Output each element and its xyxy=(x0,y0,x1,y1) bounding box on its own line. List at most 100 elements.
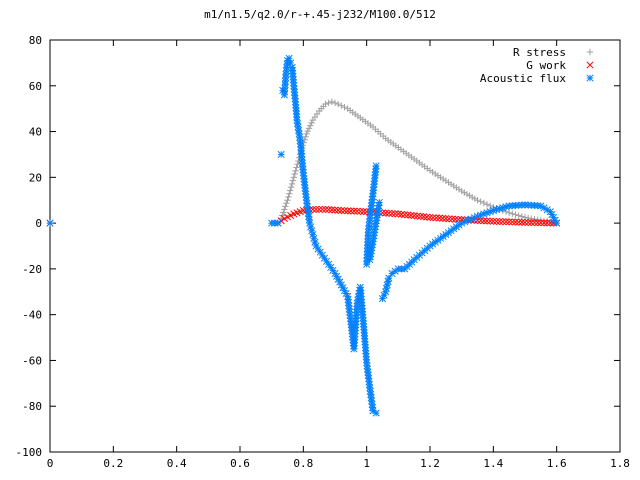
data-point xyxy=(509,210,516,217)
data-point xyxy=(334,100,342,108)
data-point xyxy=(375,198,383,207)
y-tick-label: 60 xyxy=(29,80,42,93)
data-point xyxy=(325,99,332,107)
data-point xyxy=(353,207,361,215)
data-point xyxy=(469,193,476,201)
data-point xyxy=(292,167,299,174)
data-point xyxy=(364,228,372,236)
data-point xyxy=(325,206,333,214)
data-point xyxy=(511,218,520,226)
axes: 0 0.2 0.4 0.6 0.8 1 1.2 1.4 1.6 1.8 80 60 40 20 0 -20 -4… xyxy=(16,34,630,470)
data-point xyxy=(289,177,297,184)
data-point xyxy=(505,218,513,226)
series-layer xyxy=(46,54,561,417)
data-point xyxy=(394,210,402,218)
data-point xyxy=(448,215,456,223)
data-point xyxy=(369,235,377,243)
y-tick-label: -40 xyxy=(22,309,42,322)
data-point xyxy=(279,212,286,219)
data-point xyxy=(285,193,292,201)
y-tick-label: 20 xyxy=(29,171,42,184)
data-point xyxy=(404,211,412,219)
data-point xyxy=(486,217,494,225)
legend-label: Acoustic flux xyxy=(480,72,566,85)
data-point xyxy=(435,214,444,222)
data-point xyxy=(518,218,526,226)
data-point xyxy=(356,207,364,215)
data-point xyxy=(338,102,345,109)
data-point xyxy=(502,218,510,226)
data-point xyxy=(461,189,468,196)
data-point xyxy=(288,180,296,188)
data-point xyxy=(515,212,522,219)
data-point xyxy=(442,214,450,223)
data-point xyxy=(407,211,415,219)
data-point xyxy=(291,95,299,103)
data-point xyxy=(401,211,409,219)
data-point xyxy=(416,212,425,220)
series-g-work xyxy=(46,205,561,227)
data-point xyxy=(305,125,313,132)
legend-label: R stress xyxy=(513,46,566,59)
legend-marker xyxy=(586,61,594,69)
data-point xyxy=(293,119,302,128)
data-point xyxy=(328,98,336,105)
data-point xyxy=(297,143,305,151)
data-point xyxy=(531,215,538,223)
chart-title: m1/n1.5/q2.0/r-+.45-j232/M100.0/512 xyxy=(204,8,436,21)
data-point xyxy=(281,206,288,213)
data-point xyxy=(304,127,311,135)
data-point xyxy=(537,219,545,227)
data-point xyxy=(315,205,323,213)
y-tick-label: -20 xyxy=(22,263,42,276)
data-point xyxy=(410,212,418,220)
x-tick-label: 0.4 xyxy=(167,457,187,470)
data-point xyxy=(521,218,529,226)
data-point xyxy=(344,207,352,215)
legend-marker xyxy=(586,48,594,56)
data-point xyxy=(385,209,393,217)
data-point xyxy=(528,215,535,222)
data-point xyxy=(388,209,396,218)
data-point xyxy=(445,215,453,223)
data-point xyxy=(524,218,532,227)
data-point xyxy=(458,187,465,195)
data-point xyxy=(318,205,326,213)
data-point xyxy=(397,210,406,218)
data-point xyxy=(46,219,54,227)
data-point xyxy=(499,218,507,226)
data-point xyxy=(322,100,329,108)
x-tick-label: 0.2 xyxy=(103,457,123,470)
data-point xyxy=(293,164,300,171)
data-point xyxy=(553,219,561,227)
data-point xyxy=(471,195,479,202)
data-point xyxy=(287,59,295,67)
data-point xyxy=(328,206,336,214)
x-tick-label: 1.6 xyxy=(547,457,567,470)
data-point xyxy=(483,201,491,208)
data-point xyxy=(331,99,339,107)
data-point xyxy=(378,295,387,303)
data-point xyxy=(466,192,473,199)
data-point xyxy=(282,203,289,210)
data-point xyxy=(508,218,516,226)
x-tick-label: 1.2 xyxy=(420,457,440,470)
data-point xyxy=(474,197,481,204)
data-point xyxy=(420,213,428,221)
data-point xyxy=(284,197,291,204)
legend-marker xyxy=(586,74,594,82)
data-point xyxy=(286,190,293,197)
data-point xyxy=(287,183,295,191)
data-point xyxy=(303,130,310,138)
data-point xyxy=(483,217,491,225)
data-point xyxy=(291,170,298,178)
data-point xyxy=(359,207,368,216)
data-point xyxy=(512,211,519,218)
data-point xyxy=(534,219,542,227)
data-point xyxy=(294,161,301,168)
y-tick-label: -60 xyxy=(22,354,42,367)
data-point xyxy=(451,215,459,223)
x-tick-label: 1.4 xyxy=(483,457,503,470)
data-point xyxy=(372,409,380,417)
